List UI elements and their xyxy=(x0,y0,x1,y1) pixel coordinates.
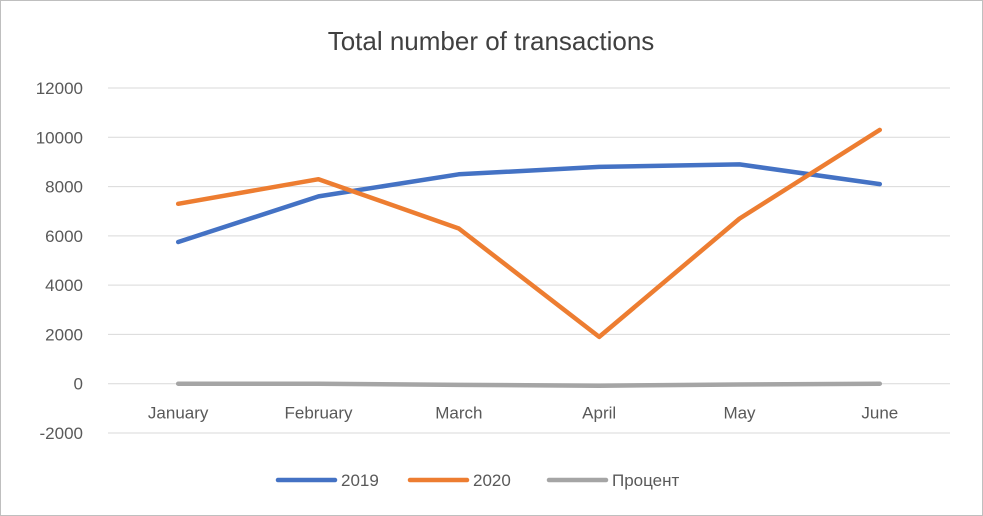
series-line-1 xyxy=(175,127,883,340)
legend: 2019 2020 Процент xyxy=(275,471,680,490)
legend-label: Процент xyxy=(612,471,680,490)
y-tick-label: -2000 xyxy=(40,424,83,443)
x-tick-label: April xyxy=(582,404,616,423)
series-lines xyxy=(175,127,883,388)
y-tick-label: 0 xyxy=(74,375,83,394)
x-tick-label: June xyxy=(861,404,898,423)
y-tick-label: 2000 xyxy=(45,325,83,344)
legend-label: 2019 xyxy=(341,471,379,490)
x-tick-label: May xyxy=(723,404,756,423)
chart-title: Total number of transactions xyxy=(328,26,655,56)
gridlines xyxy=(108,87,950,434)
x-tick-label: February xyxy=(284,404,353,423)
y-axis-ticks: 12000 10000 8000 6000 4000 2000 0 -2000 xyxy=(36,79,83,443)
y-tick-label: 4000 xyxy=(45,276,83,295)
y-tick-label: 12000 xyxy=(36,79,83,98)
x-tick-label: March xyxy=(435,404,482,423)
x-axis-ticks: January February March April May June xyxy=(148,404,898,423)
y-tick-label: 10000 xyxy=(36,128,83,147)
series-line-0 xyxy=(175,162,883,245)
legend-label: 2020 xyxy=(473,471,511,490)
series-line-2 xyxy=(175,381,883,388)
x-tick-label: January xyxy=(148,404,209,423)
y-tick-label: 8000 xyxy=(45,178,83,197)
y-tick-label: 6000 xyxy=(45,227,83,246)
